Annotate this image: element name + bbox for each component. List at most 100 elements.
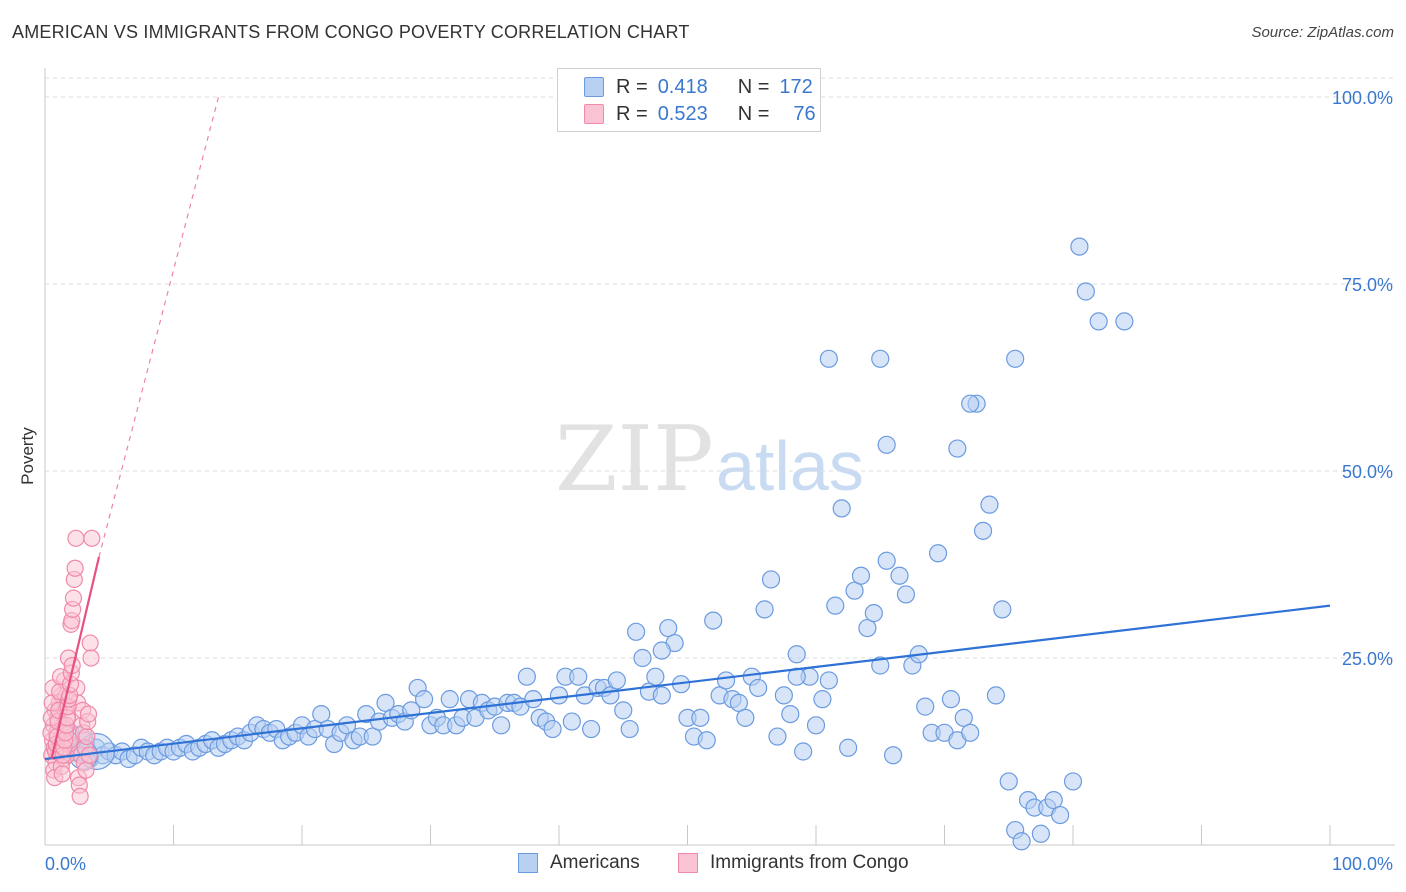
americans-point <box>729 693 749 712</box>
americans-point <box>1044 791 1063 810</box>
americans-legend-swatch <box>518 853 538 873</box>
americans-point <box>787 645 806 664</box>
americans-point <box>1063 772 1083 791</box>
americans-point <box>954 708 973 727</box>
americans-point <box>1006 349 1025 368</box>
americans-point <box>826 596 845 615</box>
americans-swatch <box>584 77 604 97</box>
legend-item-americans: Americans <box>518 852 640 874</box>
legend-item-congo: Immigrants from Congo <box>678 852 909 874</box>
americans-point <box>832 499 851 518</box>
y-tick-label: 25.0% <box>1342 649 1393 669</box>
americans-point <box>363 727 382 746</box>
congo-point <box>78 727 96 746</box>
legend-row-congo: R = 0.523 N = 76 <box>584 102 816 126</box>
americans-point <box>819 671 838 690</box>
americans-point <box>1076 282 1095 301</box>
americans-point <box>877 551 896 570</box>
americans-point <box>948 439 967 458</box>
americans-point <box>896 585 916 604</box>
congo-legend-label: Immigrants from Congo <box>710 852 909 873</box>
americans-point <box>755 600 774 619</box>
r-label: R = <box>616 102 648 125</box>
americans-point <box>871 349 890 368</box>
americans-point <box>312 704 331 724</box>
americans-point <box>1031 824 1050 843</box>
americans-legend-label: Americans <box>550 852 640 873</box>
watermark-zip: ZIP <box>555 407 714 512</box>
americans-point <box>697 731 716 750</box>
americans-point <box>1012 832 1031 851</box>
congo-point <box>53 765 71 783</box>
americans-point <box>941 690 961 709</box>
americans-point <box>626 622 646 641</box>
americans-point <box>916 697 935 716</box>
americans-point <box>736 708 755 727</box>
americans-point <box>652 641 671 660</box>
americans-point <box>1070 237 1089 256</box>
americans-point <box>440 690 459 709</box>
americans-point <box>607 671 626 690</box>
y-tick-label: 75.0% <box>1342 275 1393 295</box>
americans-point <box>858 618 877 638</box>
americans-point <box>980 495 999 514</box>
americans-point <box>845 581 864 600</box>
congo-trend-line <box>50 556 101 760</box>
americans-point <box>414 690 434 709</box>
americans-point <box>877 435 896 454</box>
americans-point <box>993 600 1012 619</box>
americans-point <box>774 686 793 705</box>
n-value: 76 <box>793 102 816 125</box>
americans-point <box>614 701 633 720</box>
congo-legend-swatch <box>678 853 698 873</box>
americans-point <box>517 667 536 686</box>
americans-point <box>543 719 562 739</box>
americans-point <box>864 604 883 623</box>
americans-point <box>691 708 710 727</box>
congo-point <box>82 649 100 667</box>
congo-point <box>79 705 98 723</box>
congo-point <box>66 559 84 577</box>
x-tick-label: 100.0% <box>1332 854 1393 874</box>
americans-point <box>646 667 665 686</box>
americans-point <box>659 618 678 638</box>
americans-point <box>582 719 601 739</box>
americans-point <box>716 671 736 690</box>
americans-point <box>890 566 909 585</box>
americans-point <box>337 716 357 735</box>
congo-trend-extension <box>98 96 220 558</box>
americans-point <box>794 742 813 761</box>
y-tick-label: 100.0% <box>1332 88 1393 108</box>
source-label: Source: ZipAtlas.com <box>1251 24 1394 41</box>
americans-point <box>652 686 671 705</box>
r-value: 0.523 <box>657 102 708 125</box>
americans-point <box>549 686 569 705</box>
americans-point <box>704 611 723 630</box>
congo-point <box>67 529 85 547</box>
r-label: R = <box>616 75 648 98</box>
americans-trend-line <box>44 604 1331 761</box>
n-label: N = <box>737 75 770 98</box>
americans-point <box>999 772 1018 791</box>
americans-point <box>492 716 511 735</box>
americans-point <box>633 648 652 668</box>
correlation-legend: R = 0.418 N = 172 R = 0.523 N = 76 <box>557 68 821 132</box>
americans-point <box>761 570 781 589</box>
americans-point <box>839 738 858 757</box>
americans-point <box>569 667 588 686</box>
americans-point <box>973 521 993 540</box>
legend-row-americans: R = 0.418 N = 172 <box>584 75 813 99</box>
americans-point <box>1051 805 1070 825</box>
americans-point <box>562 712 581 731</box>
americans-point <box>806 716 826 735</box>
americans-point <box>961 394 980 413</box>
americans-point <box>819 349 838 368</box>
americans-point <box>851 566 871 585</box>
americans-point <box>961 723 980 742</box>
americans-point <box>1115 312 1134 331</box>
americans-point <box>768 727 787 746</box>
congo-point <box>64 589 83 607</box>
y-tick-label: 50.0% <box>1342 462 1393 482</box>
chart-title: AMERICAN VS IMMIGRANTS FROM CONGO POVERT… <box>12 22 690 42</box>
